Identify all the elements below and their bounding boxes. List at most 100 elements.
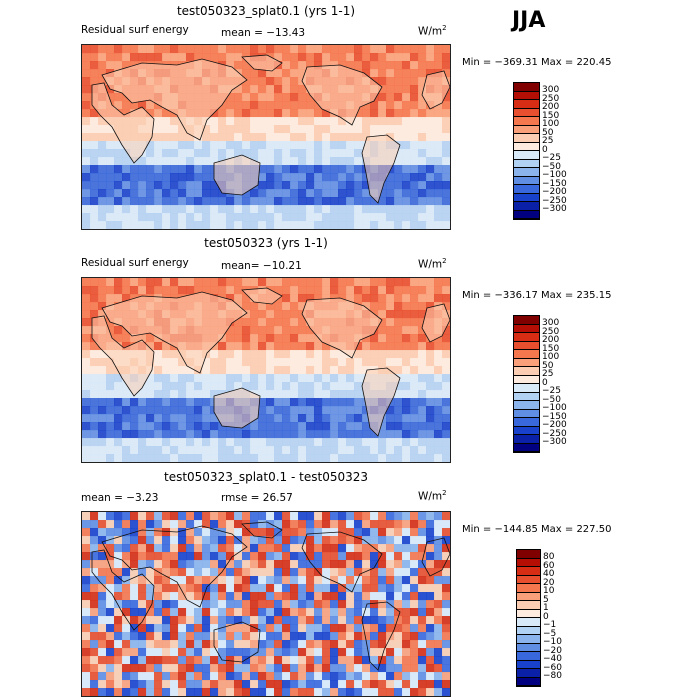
panel-2-map: [81, 277, 451, 463]
panel-1-minmax: Min = −369.31 Max = 220.45: [462, 57, 612, 68]
panel-3-mean: mean = −3.23: [81, 492, 159, 504]
panel-1-colorbar: [513, 82, 540, 220]
colorbar-swatch: [514, 100, 539, 109]
colorbar-swatch: [514, 375, 539, 384]
colorbar-tick-label: −20: [543, 645, 562, 656]
colorbar-tick-label: 250: [542, 326, 560, 337]
colorbar-tick-label: 50: [542, 360, 554, 371]
colorbar-tick-label: 150: [542, 110, 560, 121]
panel-3-minmax: Min = −144.85 Max = 227.50: [462, 524, 612, 535]
colorbar-tick-label: 200: [542, 102, 560, 112]
panel-1-units-base: W/m: [418, 25, 443, 38]
colorbar-tick-label: 0: [542, 377, 548, 388]
colorbar-swatch: [517, 609, 540, 618]
colorbar-swatch: [517, 677, 540, 686]
colorbar-tick-label: 150: [542, 343, 560, 354]
colorbar-tick-label: 250: [542, 93, 560, 104]
colorbar-tick-label: 80: [543, 552, 555, 562]
panel-1-mean: mean = −13.43: [221, 27, 306, 39]
colorbar-tick-label: 200: [542, 335, 560, 345]
colorbar-tick-label: 20: [543, 577, 555, 588]
colorbar-swatch: [514, 392, 539, 401]
colorbar-swatch: [517, 550, 540, 559]
panel-3-colorbar: [516, 549, 541, 687]
colorbar-swatch: [514, 168, 539, 177]
colorbar-tick-label: −250: [542, 428, 567, 439]
panel-1-map: [81, 44, 451, 230]
colorbar-tick-label: 10: [543, 586, 555, 596]
colorbar-swatch: [514, 202, 539, 211]
colorbar-swatch: [514, 435, 539, 444]
colorbar-tick-label: −250: [542, 195, 567, 206]
colorbar-tick-label: −100: [542, 170, 567, 180]
colorbar-swatch: [514, 426, 539, 435]
panel-3-map: [81, 511, 451, 697]
colorbar-tick-label: −10: [543, 637, 562, 647]
panel-2-colorbar-labels: 300 250 200 150 100 50 25 0 −25 −50 −100 −150 −200 −2…: [542, 319, 567, 447]
colorbar-swatch: [514, 125, 539, 134]
panel-1-variable: Residual surf energy: [81, 24, 189, 36]
colorbar-swatch: [517, 592, 540, 601]
colorbar-tick-label: 300: [542, 318, 560, 328]
colorbar-swatch: [517, 618, 540, 627]
colorbar-tick-label: 40: [543, 569, 555, 579]
colorbar-tick-label: 100: [542, 352, 560, 362]
colorbar-tick-label: 60: [543, 560, 555, 571]
colorbar-swatch: [517, 635, 540, 644]
panel-2-units: W/m2: [418, 257, 447, 271]
colorbar-tick-label: −150: [542, 411, 567, 422]
colorbar-tick-label: −200: [542, 420, 567, 430]
panel-1-units-exp: 2: [442, 24, 447, 32]
colorbar-swatch: [514, 91, 539, 100]
colorbar-swatch: [514, 185, 539, 194]
colorbar-swatch: [517, 652, 540, 661]
colorbar-swatch: [514, 367, 539, 376]
panel-3-map-svg: [82, 512, 450, 696]
panel-1-units: W/m2: [418, 24, 447, 38]
panel-3-units: W/m2: [418, 489, 447, 503]
panel-3-units-base: W/m: [418, 490, 443, 503]
colorbar-tick-label: 1: [543, 603, 549, 613]
colorbar-swatch: [514, 151, 539, 160]
colorbar-swatch: [517, 584, 540, 593]
colorbar-swatch: [517, 626, 540, 635]
colorbar-swatch: [517, 567, 540, 576]
panel-3-colorbar-labels: 80 60 40 20 10 5 1 0 −1 −5 −10 −20 −40 −60 −80: [543, 553, 562, 681]
panel-2-minmax: Min = −336.17 Max = 235.15: [462, 290, 612, 301]
panel-2-mean: mean= −10.21: [221, 260, 302, 272]
panel-3-units-exp: 2: [442, 489, 447, 497]
colorbar-swatch: [514, 418, 539, 427]
colorbar-swatch: [514, 193, 539, 202]
colorbar-tick-label: −25: [542, 153, 561, 163]
panel-2-units-exp: 2: [442, 257, 447, 265]
colorbar-tick-label: −50: [542, 394, 561, 405]
colorbar-swatch: [514, 134, 539, 143]
colorbar-swatch: [514, 324, 539, 333]
season-label: JJA: [512, 8, 546, 33]
colorbar-tick-label: −40: [543, 654, 562, 664]
colorbar-swatch: [514, 341, 539, 350]
colorbar-swatch: [514, 108, 539, 117]
panel-3-rmse: rmse = 26.57: [221, 492, 293, 504]
colorbar-swatch: [514, 409, 539, 418]
panel-2-colorbar: [513, 315, 540, 453]
colorbar-swatch: [517, 601, 540, 610]
colorbar-swatch: [514, 176, 539, 185]
colorbar-swatch: [514, 210, 539, 219]
panel-1-map-svg: [82, 45, 450, 229]
colorbar-tick-label: −1: [543, 620, 557, 630]
colorbar-tick-label: −60: [543, 662, 562, 673]
colorbar-tick-label: −25: [542, 386, 561, 396]
colorbar-tick-label: −80: [543, 671, 562, 681]
colorbar-swatch: [514, 83, 539, 92]
colorbar-swatch: [517, 660, 540, 669]
colorbar-swatch: [514, 384, 539, 393]
colorbar-tick-label: 5: [543, 594, 549, 605]
colorbar-tick-label: 300: [542, 85, 560, 95]
colorbar-swatch: [517, 558, 540, 567]
panel-2-map-svg: [82, 278, 450, 462]
colorbar-tick-label: 100: [542, 119, 560, 129]
colorbar-tick-label: −200: [542, 187, 567, 197]
colorbar-tick-label: 0: [542, 144, 548, 155]
colorbar-tick-label: −50: [542, 161, 561, 172]
